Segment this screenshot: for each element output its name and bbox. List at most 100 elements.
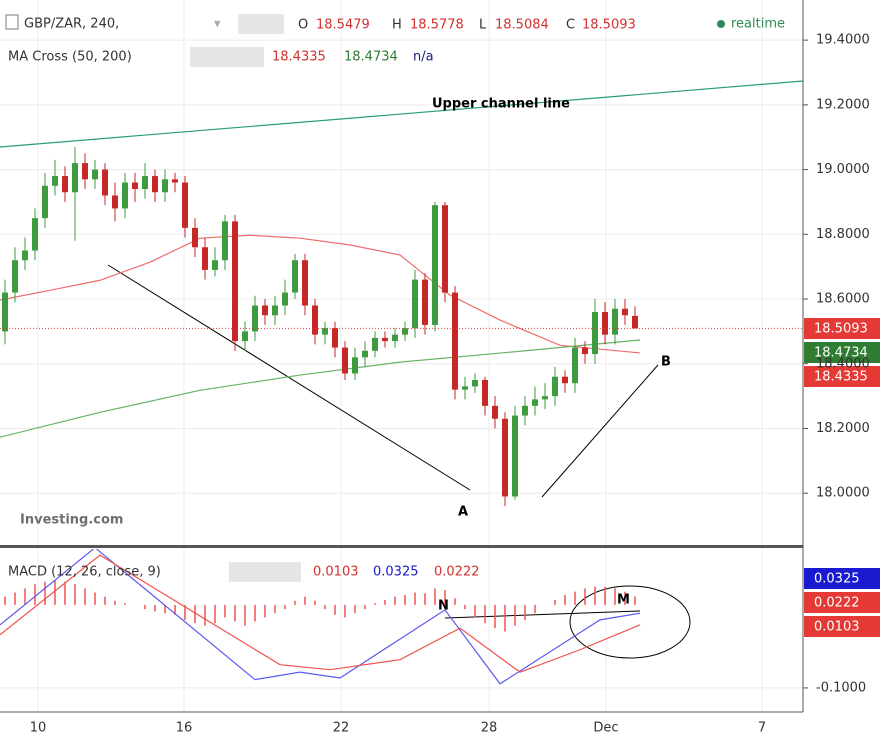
y-tick-label: 18.4000	[816, 356, 870, 371]
y-tick-label: 19.0000	[816, 162, 870, 177]
x-tick-label: 22	[333, 721, 350, 736]
candle-body	[622, 308, 628, 316]
candle-body	[432, 205, 438, 325]
candle-body	[42, 185, 48, 219]
candle-body	[382, 337, 388, 342]
candle-body	[332, 328, 338, 348]
plot	[0, 146, 803, 685]
candle-body	[72, 163, 78, 193]
candle-body	[502, 418, 508, 497]
line	[0, 554, 641, 673]
ellipse	[569, 585, 691, 659]
icon[interactable]	[229, 562, 301, 582]
candle-body	[422, 279, 428, 325]
y-tick-label: 18.2000	[816, 421, 870, 436]
candle-body	[352, 357, 358, 374]
watermark: Investing.com	[20, 513, 123, 528]
trend-line	[541, 364, 659, 498]
y-tick-label: 18.0000	[816, 486, 870, 501]
macd-panel	[0, 549, 641, 685]
price-badge-label: 18.5093	[814, 322, 868, 337]
candle-body	[282, 292, 288, 306]
candle-body	[482, 379, 488, 406]
candle-body	[12, 260, 18, 293]
candle-body	[522, 405, 528, 416]
candle-body	[62, 176, 68, 193]
macd-badge-label: 0.0325	[814, 572, 860, 587]
grid	[0, 0, 803, 712]
candle-body	[492, 405, 498, 419]
candle-body	[122, 182, 128, 209]
macd-badge	[804, 592, 880, 613]
ohlc-key: C	[566, 18, 575, 33]
candle-body	[452, 292, 458, 390]
y-tick-label: 18.6000	[816, 292, 870, 307]
realtime: realtime	[731, 17, 785, 32]
candle-body	[192, 227, 198, 248]
candle-body	[632, 315, 638, 329]
price-badge-label: 18.4335	[814, 370, 868, 385]
icon[interactable]	[5, 14, 19, 30]
price-badge	[804, 342, 880, 363]
x-tick-label: 16	[176, 721, 193, 736]
y-tick-label: 19.4000	[816, 33, 870, 48]
candle-body	[22, 250, 28, 261]
macd-name: MACD (12, 26, close, 9)	[8, 565, 161, 580]
candle-body	[222, 221, 228, 261]
candle-body	[572, 347, 578, 384]
candle-body	[292, 260, 298, 293]
icon[interactable]	[190, 47, 264, 67]
candle-body	[532, 399, 538, 406]
x-tick-label: 28	[481, 721, 498, 736]
x-tick-label: 10	[30, 721, 47, 736]
candle-body	[392, 334, 398, 342]
candle-body	[562, 376, 568, 384]
indicator-value: 18.4734	[344, 50, 398, 65]
y-tick-label: -0.1000	[816, 680, 866, 695]
candle-body	[82, 163, 88, 180]
status-dot	[717, 20, 725, 28]
candle-body	[602, 311, 608, 335]
candle-body	[52, 176, 58, 186]
macd-value: 0.0222	[434, 565, 480, 580]
annotation: N	[438, 599, 449, 614]
candle-body	[442, 205, 448, 293]
candle-body	[372, 337, 378, 351]
candle-body	[342, 347, 348, 374]
indicator-value: 18.4335	[272, 50, 326, 65]
price-panel	[0, 146, 803, 507]
candle-body	[262, 305, 268, 316]
indicator-value: n/a	[413, 50, 434, 65]
candle-body	[92, 169, 98, 180]
icon[interactable]	[238, 14, 284, 34]
candle-body	[302, 260, 308, 306]
candle-body	[582, 347, 588, 355]
upper-channel-line	[0, 80, 804, 148]
candle-body	[182, 182, 188, 228]
candle-body	[172, 179, 178, 183]
panel-separator	[0, 545, 803, 548]
indicator-name: MA Cross (50, 200)	[8, 50, 132, 65]
candle-body	[272, 305, 278, 316]
macd-value: 0.0103	[313, 565, 359, 580]
macd-badge-label: 0.0222	[814, 596, 860, 611]
macd-badge	[804, 568, 880, 589]
candle-body	[592, 311, 598, 355]
ohlc-value: 18.5778	[410, 18, 464, 33]
price-badge	[804, 366, 880, 387]
candle-body	[312, 305, 318, 335]
candle-body	[112, 195, 118, 209]
icon[interactable]: ▾	[214, 17, 221, 32]
candle-body	[202, 247, 208, 270]
candle-body	[242, 331, 248, 342]
candle-body	[402, 328, 408, 335]
candle-body	[462, 386, 468, 390]
x-tick-label: 7	[758, 721, 766, 736]
trend-line	[107, 264, 471, 491]
macd-badge-label: 0.0103	[814, 620, 860, 635]
candle-body	[212, 260, 218, 270]
candle-body	[252, 305, 258, 332]
candle-body	[132, 182, 138, 190]
candle-body	[32, 218, 38, 251]
